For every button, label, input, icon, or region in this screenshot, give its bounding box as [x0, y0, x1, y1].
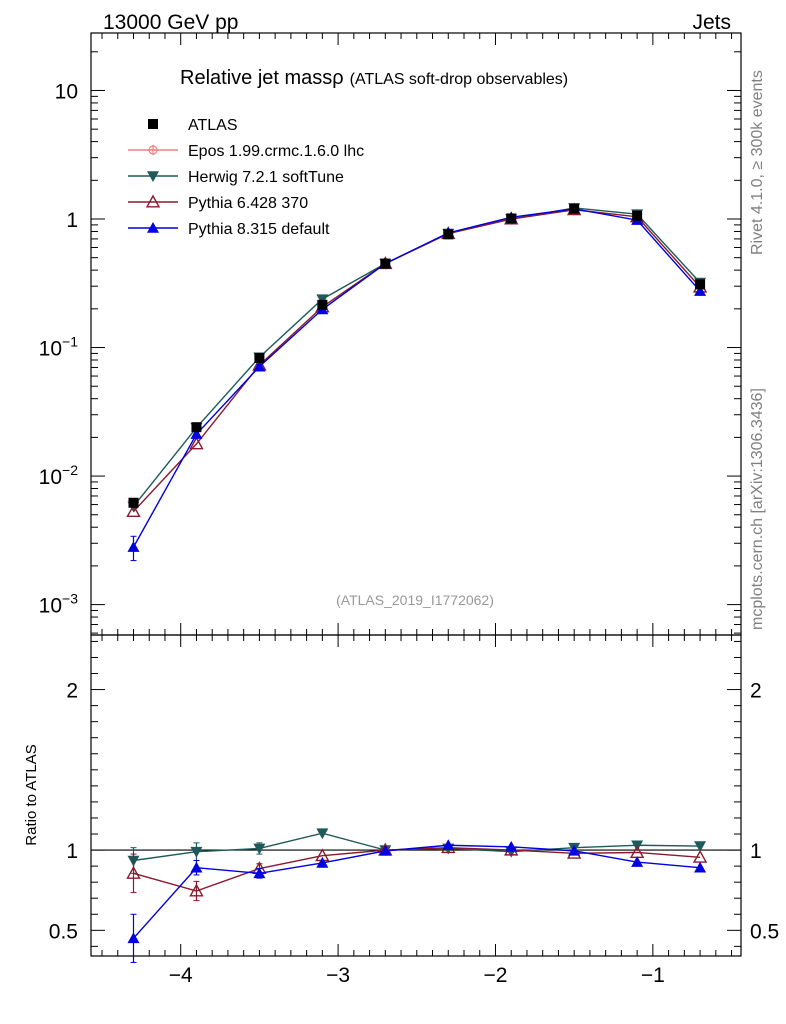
series-line: [132, 208, 701, 548]
data-point: [443, 229, 454, 240]
ratio-point: [126, 865, 141, 879]
series-point: [126, 504, 141, 518]
chart-title: Relative jet massρ (ATLAS soft-drop obser…: [180, 67, 568, 89]
axis-ticks: [91, 33, 741, 956]
ratio-point: [190, 846, 203, 858]
x-tick-label: −1: [641, 964, 665, 987]
data-point: [191, 422, 202, 433]
legend-marker: [148, 145, 158, 155]
legend-marker: [147, 171, 159, 182]
ratio-line: [133, 832, 701, 862]
data-point: [632, 210, 643, 221]
data-point: [254, 352, 265, 363]
x-tick-labels: −4 −3 −2 −1: [169, 964, 665, 987]
ratio-y-tick-label-right: 0.5: [750, 920, 779, 943]
ratio-point: [442, 839, 455, 851]
series-point: [127, 541, 140, 552]
ratio-y-tick-label: 2: [66, 680, 78, 703]
ratio-point: [694, 841, 707, 853]
series-point: [189, 436, 204, 450]
energy-label: 13000 GeV pp: [103, 11, 238, 34]
ratio-line: [133, 846, 701, 892]
ratio-frame: [90, 634, 742, 957]
legend-label: Herwig 7.2.1 softTune: [188, 169, 344, 186]
data-point: [380, 258, 391, 269]
ratio-point: [379, 844, 392, 856]
ratio-point: [694, 861, 707, 873]
series-point: [253, 360, 266, 372]
series-herwig-7-2-1-softtune: [127, 203, 707, 513]
ratio-point: [316, 856, 329, 868]
analysis-id: (ATLAS_2019_I1772062): [336, 592, 494, 608]
ratio-y-tick-label-right: 2: [750, 680, 762, 703]
legend-marker: [145, 194, 161, 208]
y-tick-label: 10−3: [39, 591, 79, 618]
chart-title-main: Relative jet massρ: [180, 67, 344, 89]
ratio-point: [316, 828, 329, 840]
ratio-y-tick-label: 1: [66, 840, 78, 863]
ratio-point: [253, 843, 266, 855]
ratio-point: [253, 867, 266, 879]
data-point: [317, 299, 328, 310]
y-tick-label: 10−2: [39, 462, 79, 489]
series-layer: [126, 202, 708, 963]
series-line: [132, 209, 701, 512]
category-label: Jets: [692, 11, 731, 34]
legend: ATLAS Epos 1.99.crmc.1.6.0 lhc Herwig 7.2.…: [128, 117, 364, 238]
legend-entry: ATLAS: [148, 117, 238, 134]
data-point: [695, 279, 706, 290]
legend-entry: Epos 1.99.crmc.1.6.0 lhc: [128, 143, 364, 160]
ratio-series-herwig-7-2-1-softtune: [127, 828, 707, 874]
series-pythia-8-315-default: [127, 202, 707, 562]
ratio-point: [568, 844, 581, 856]
y-tick-label: 1: [66, 209, 78, 232]
legend-marker: [148, 119, 158, 129]
x-tick-label: −2: [484, 964, 508, 987]
x-tick-label: −3: [326, 964, 350, 987]
legend-marker: [147, 222, 159, 233]
ratio-series-pythia-8-315-default: [127, 839, 707, 963]
y-tick-labels: 10−3 10−2 10−1 1 10 0.5 0.5 1 1 2 2: [39, 80, 780, 943]
ratio-point: [127, 932, 140, 944]
series-pythia-6-428-370: [126, 202, 708, 518]
series-point: [190, 428, 203, 439]
ratio-point: [189, 883, 204, 897]
x-tick-label: −4: [169, 964, 193, 987]
legend-entry: Herwig 7.2.1 softTune: [128, 169, 344, 186]
y-tick-label: 10: [55, 80, 78, 103]
ratio-y-tick-label-right: 1: [750, 840, 762, 863]
y-tick-label: 10−1: [39, 334, 79, 361]
data-point: [506, 213, 517, 224]
ratio-line: [132, 844, 701, 939]
legend-label: ATLAS: [188, 117, 238, 134]
legend-entry: Pythia 8.315 default: [128, 221, 330, 238]
ratio-point: [190, 861, 203, 873]
series-atlas-data: [128, 203, 706, 508]
legend-entry: Pythia 6.428 370: [128, 194, 308, 212]
ratio-y-tick-label: 0.5: [49, 920, 78, 943]
rivet-label: Rivet 4.1.0, ≥ 300k events: [749, 70, 766, 255]
data-point: [569, 203, 580, 214]
series-line: [132, 207, 701, 507]
ratio-point: [631, 856, 644, 867]
ratio-ylabel: Ratio to ATLAS: [23, 744, 40, 845]
data-point: [128, 497, 139, 508]
mcplots-label: mcplots.cern.ch [arXiv:1306.3436]: [749, 388, 766, 630]
legend-label: Pythia 6.428 370: [188, 195, 308, 212]
series-point: [694, 285, 707, 296]
legend-label: Pythia 8.315 default: [188, 221, 330, 238]
legend-label: Epos 1.99.crmc.1.6.0 lhc: [188, 143, 364, 160]
ratio-point: [505, 840, 518, 852]
chart-subtitle: (ATLAS soft-drop observables): [350, 71, 568, 88]
